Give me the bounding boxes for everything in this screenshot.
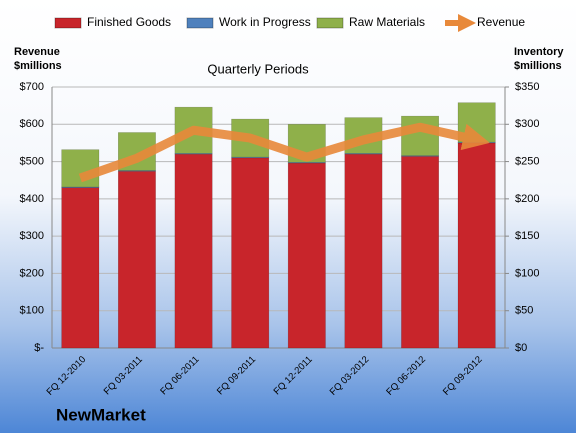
y2-tick-label: $0 [515,342,527,354]
y2-tick-label: $200 [515,193,539,205]
bar-segment [401,156,439,349]
legend-label: Finished Goods [87,15,171,29]
y2-tick-label: $300 [515,118,539,130]
x-tick-label: FQ 09-2012 [441,354,485,398]
legend-swatch [186,17,214,29]
bar-segment [61,187,100,349]
y-tick-label: $400 [20,193,44,205]
y2-axis-title: $millions [514,60,562,72]
legend-label: Work in Progress [219,15,311,29]
y-tick-label: $500 [20,155,44,167]
y-tick-label: $300 [20,230,44,242]
bar-segment [174,153,213,349]
bar-segment [457,142,496,349]
bar-segment [344,153,383,349]
brand: NewMarket [56,405,146,424]
y-axis-title: $millions [14,60,62,72]
x-tick-label: FQ 06-2011 [158,354,201,397]
y2-tick-label: $350 [515,81,539,93]
x-tick-label: FQ 12-2010 [45,354,89,398]
y2-axis-title: Inventory [514,46,564,58]
bar-segment [287,162,326,349]
x-tick-label: FQ 09-2011 [215,354,258,397]
legend-label: Revenue [477,15,525,29]
x-tick-label: FQ 03-2011 [102,354,145,397]
y2-tick-label: $50 [515,305,533,317]
revenue-line [78,122,490,183]
y2-tick-label: $100 [515,267,539,279]
bar-segment [118,171,156,349]
y-tick-label: $- [34,342,44,354]
chart-title: Quarterly Periods [207,61,309,76]
y-axis-title: Revenue [14,46,60,58]
x-tick-label: FQ 06-2012 [384,354,428,398]
y2-tick-label: $250 [515,155,539,167]
bar-segment [401,115,439,156]
y-tick-label: $700 [20,81,44,93]
x-tick-label: FQ 12-2011 [272,354,315,397]
y-tick-label: $600 [20,118,44,130]
legend-label: Raw Materials [349,15,425,29]
x-tick-label: FQ 03-2012 [328,354,372,398]
legend-swatch [316,17,344,29]
legend-swatch [54,17,82,29]
bar-segment [231,157,270,349]
y-tick-label: $200 [20,267,44,279]
y2-tick-label: $150 [515,230,539,242]
y-tick-label: $100 [20,305,44,317]
bar-segment [61,149,100,188]
